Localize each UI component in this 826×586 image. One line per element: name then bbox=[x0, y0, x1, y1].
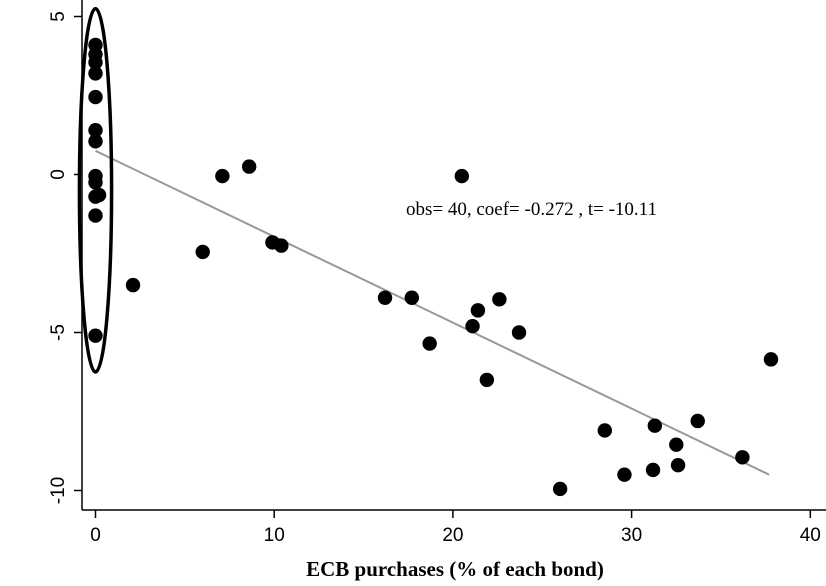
x-tick-label: 30 bbox=[621, 525, 642, 546]
y-tick-label: 0 bbox=[48, 169, 69, 180]
data-point bbox=[91, 187, 107, 203]
data-point bbox=[88, 208, 103, 223]
data-point bbox=[454, 168, 470, 184]
data-point bbox=[479, 372, 495, 388]
data-point bbox=[763, 352, 779, 367]
x-tick-label: 40 bbox=[800, 525, 821, 546]
x-tick-label: 10 bbox=[264, 525, 285, 546]
data-point bbox=[690, 413, 705, 429]
y-tick-label: -5 bbox=[48, 324, 69, 341]
x-tick-label: 0 bbox=[90, 525, 101, 546]
data-point bbox=[617, 467, 632, 482]
data-point bbox=[215, 168, 230, 184]
data-point bbox=[470, 303, 486, 318]
data-point bbox=[492, 292, 507, 307]
data-point bbox=[88, 328, 103, 343]
data-point bbox=[125, 277, 141, 293]
data-point bbox=[377, 290, 393, 305]
highlight-ellipse bbox=[77, 6, 114, 374]
data-point bbox=[597, 423, 612, 438]
data-point bbox=[88, 89, 103, 105]
data-point bbox=[645, 462, 661, 478]
data-point bbox=[552, 481, 568, 497]
data-point bbox=[422, 336, 437, 351]
data-point bbox=[511, 325, 527, 340]
data-points bbox=[88, 37, 779, 497]
x-ticks: 0 10 20 30 40 bbox=[90, 510, 821, 546]
regression-annotation: obs= 40, coef= -0.272 , t= -10.11 bbox=[406, 199, 657, 220]
data-point bbox=[241, 159, 257, 174]
y-ticks: 5 0 -5 -10 bbox=[48, 11, 82, 504]
data-point bbox=[88, 175, 103, 190]
x-tick-label: 20 bbox=[442, 525, 463, 546]
data-point bbox=[195, 244, 210, 260]
axes bbox=[81, 0, 826, 511]
y-tick-label: 5 bbox=[48, 11, 69, 22]
data-point bbox=[647, 418, 663, 433]
data-point bbox=[274, 238, 289, 253]
x-axis-title: ECB purchases (% of each bond) bbox=[306, 557, 604, 581]
data-point bbox=[404, 290, 419, 305]
data-point bbox=[88, 134, 103, 149]
data-point bbox=[735, 450, 750, 465]
data-point bbox=[88, 66, 103, 81]
data-point bbox=[465, 318, 480, 334]
data-point bbox=[88, 55, 103, 70]
data-point bbox=[669, 437, 684, 452]
data-point bbox=[88, 123, 103, 138]
y-tick-label: -10 bbox=[48, 477, 69, 504]
data-point bbox=[670, 458, 686, 473]
